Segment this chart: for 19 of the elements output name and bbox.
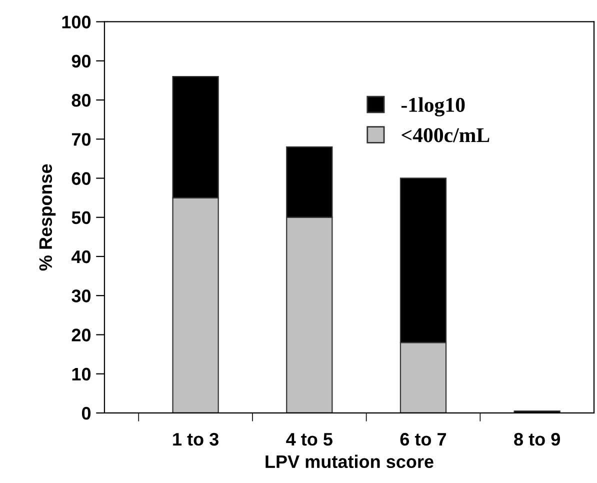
y-tick-label: 50 (72, 211, 91, 224)
x-tick-label: 8 to 9 (514, 432, 560, 446)
x-tick-label: 4 to 5 (286, 433, 332, 446)
y-axis-title: % Response (39, 164, 56, 271)
x-axis-title: LPV mutation score (266, 454, 434, 468)
y-tick-label: 30 (72, 290, 91, 302)
y-tick-label: 0 (82, 406, 91, 420)
y-tick-label: 40 (71, 250, 91, 264)
legend-label: -1log10 (401, 97, 465, 116)
x-tick-label: 1 to 3 (173, 432, 218, 446)
y-tick-label: 60 (72, 172, 91, 185)
y-tick-label: 80 (72, 94, 91, 107)
y-tick-label: 10 (72, 368, 91, 381)
y-tick-label: 90 (72, 54, 91, 68)
x-tick-label: 6 to 7 (400, 432, 446, 446)
y-tick-label: 100 (62, 16, 91, 28)
legend-label: <400c/mL (402, 128, 490, 142)
y-tick-label: 20 (72, 328, 91, 342)
y-tick-label: 70 (72, 133, 91, 146)
